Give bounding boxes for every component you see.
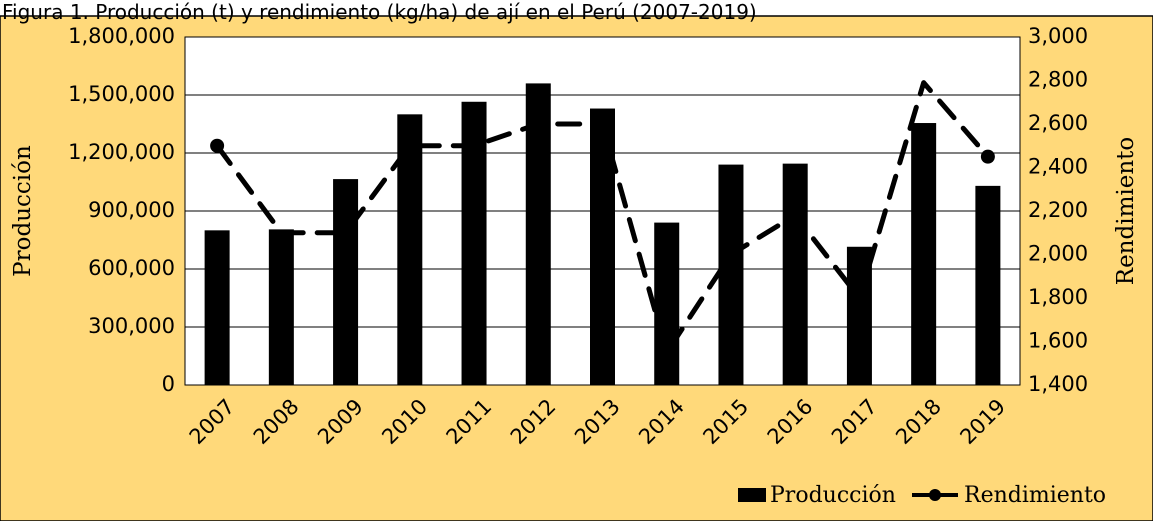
bar-2018	[911, 123, 937, 386]
legend: Producción Rendimiento	[738, 483, 1106, 508]
bar-2014	[654, 222, 680, 385]
chart-caption: Figura 1. Producción (t) y rendimiento (…	[2, 0, 757, 24]
y-tick-label: 600,000	[88, 256, 175, 280]
bar-2019	[975, 185, 1001, 385]
y2-tick-label: 1,400	[1028, 372, 1088, 396]
bar-2007	[204, 230, 230, 385]
y2-tick-label: 2,000	[1028, 242, 1088, 266]
rendimiento-marker-2019	[980, 149, 995, 164]
bar-2008	[268, 229, 294, 385]
y-tick-label: 300,000	[88, 314, 175, 338]
legend-label-produccion: Producción	[770, 483, 896, 508]
bar-2017	[846, 246, 872, 385]
rendimiento-line	[214, 80, 991, 355]
bar-2012	[525, 83, 551, 386]
bar-2015	[718, 164, 744, 385]
y-tick-label: 900,000	[88, 198, 175, 222]
y2-tick-label: 2,400	[1028, 155, 1088, 179]
y2-tick-label: 2,800	[1028, 68, 1088, 92]
y2-tick-label: 1,800	[1028, 285, 1088, 309]
y-axis-title: Producción	[10, 145, 36, 277]
rendimiento-marker-2007	[210, 138, 225, 153]
y2-tick-label: 2,200	[1028, 198, 1088, 222]
bars-group	[204, 83, 1001, 386]
y2-tick-label: 2,600	[1028, 111, 1088, 135]
y-tick-label: 1,500,000	[68, 82, 175, 106]
bar-2016	[782, 163, 808, 385]
y-tick-label: 1,800,000	[68, 24, 175, 48]
legend-label-rendimiento: Rendimiento	[964, 483, 1106, 508]
legend-line-marker	[929, 489, 941, 501]
line-group	[210, 80, 995, 355]
y2-axis-title: Rendimiento	[1113, 137, 1139, 286]
bar-2011	[461, 101, 487, 386]
y2-tick-label: 3,000	[1028, 24, 1088, 48]
y-tick-label: 1,200,000	[68, 140, 175, 164]
legend-bar-swatch	[738, 488, 766, 502]
right-axis-ticks: 1,400 1,600 1,800 2,000 2,200 2,400 2,600 2,800…	[1028, 24, 1088, 396]
bar-2009	[333, 179, 359, 385]
left-axis-ticks: 0 300,000 600,000 900,000 1,200,000 1,500,000…	[68, 24, 175, 396]
y2-tick-label: 1,600	[1028, 329, 1088, 353]
y-tick-label: 0	[162, 372, 175, 396]
